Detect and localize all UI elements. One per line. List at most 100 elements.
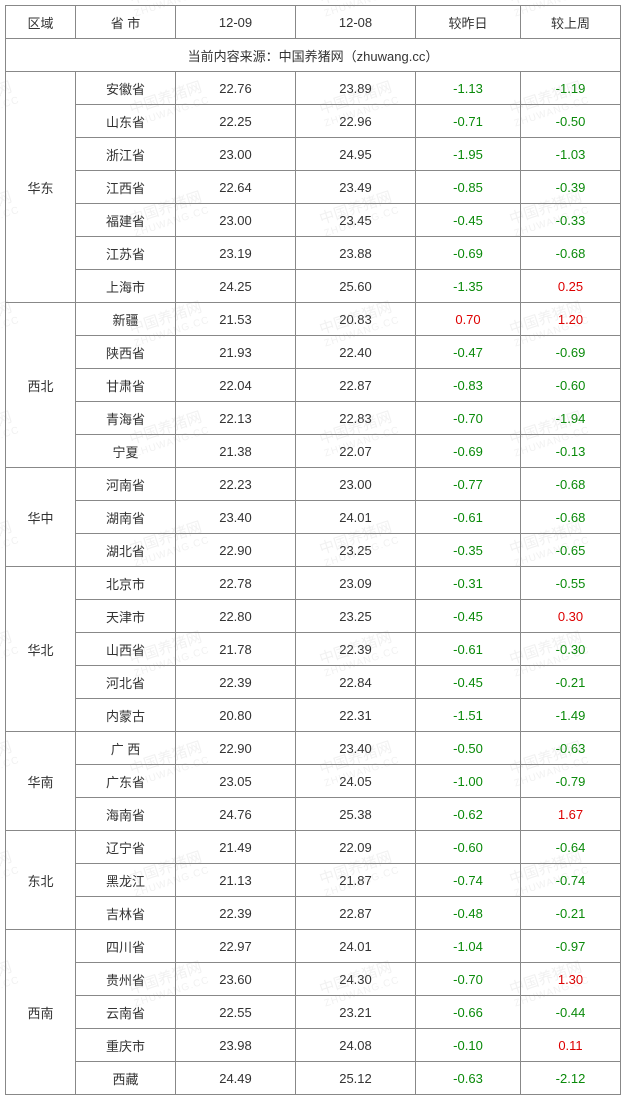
value-date2: 23.45	[296, 204, 416, 237]
table-row: 青海省22.1322.83-0.70-1.94	[6, 402, 621, 435]
delta-day: -0.74	[416, 864, 521, 897]
value-date1: 22.90	[176, 732, 296, 765]
province-cell: 上海市	[76, 270, 176, 303]
province-cell: 河北省	[76, 666, 176, 699]
table-row: 重庆市23.9824.08-0.100.11	[6, 1029, 621, 1062]
province-cell: 黑龙江	[76, 864, 176, 897]
table-head: 区域 省 市 12-09 12-08 较昨日 较上周 当前内容来源：中国养猪网（…	[6, 6, 621, 72]
value-date2: 23.89	[296, 72, 416, 105]
province-cell: 江西省	[76, 171, 176, 204]
province-cell: 内蒙古	[76, 699, 176, 732]
delta-week: -0.68	[521, 468, 621, 501]
province-cell: 辽宁省	[76, 831, 176, 864]
value-date1: 23.00	[176, 138, 296, 171]
delta-day: -0.45	[416, 204, 521, 237]
province-cell: 甘肃省	[76, 369, 176, 402]
value-date1: 22.23	[176, 468, 296, 501]
province-cell: 宁夏	[76, 435, 176, 468]
province-cell: 河南省	[76, 468, 176, 501]
table-row: 华东安徽省22.7623.89-1.13-1.19	[6, 72, 621, 105]
value-date1: 22.39	[176, 897, 296, 930]
delta-day: -1.00	[416, 765, 521, 798]
table-row: 江西省22.6423.49-0.85-0.39	[6, 171, 621, 204]
delta-day: -0.10	[416, 1029, 521, 1062]
table-row: 湖北省22.9023.25-0.35-0.65	[6, 534, 621, 567]
value-date2: 24.30	[296, 963, 416, 996]
value-date2: 22.31	[296, 699, 416, 732]
delta-week: -0.68	[521, 501, 621, 534]
delta-week: 0.25	[521, 270, 621, 303]
region-cell: 华南	[6, 732, 76, 831]
province-cell: 浙江省	[76, 138, 176, 171]
delta-week: -0.39	[521, 171, 621, 204]
delta-day: -0.62	[416, 798, 521, 831]
province-cell: 山东省	[76, 105, 176, 138]
table-row: 内蒙古20.8022.31-1.51-1.49	[6, 699, 621, 732]
delta-week: -0.60	[521, 369, 621, 402]
value-date1: 22.39	[176, 666, 296, 699]
province-cell: 山西省	[76, 633, 176, 666]
delta-week: 0.11	[521, 1029, 621, 1062]
value-date2: 23.09	[296, 567, 416, 600]
table-row: 福建省23.0023.45-0.45-0.33	[6, 204, 621, 237]
delta-week: -0.33	[521, 204, 621, 237]
value-date1: 21.49	[176, 831, 296, 864]
delta-week: -0.97	[521, 930, 621, 963]
delta-week: 1.30	[521, 963, 621, 996]
delta-day: -0.50	[416, 732, 521, 765]
delta-week: -0.74	[521, 864, 621, 897]
region-cell: 华东	[6, 72, 76, 303]
delta-day: -0.45	[416, 666, 521, 699]
province-cell: 福建省	[76, 204, 176, 237]
value-date1: 23.00	[176, 204, 296, 237]
price-table: 区域 省 市 12-09 12-08 较昨日 较上周 当前内容来源：中国养猪网（…	[5, 5, 621, 1095]
region-cell: 东北	[6, 831, 76, 930]
value-date2: 22.87	[296, 897, 416, 930]
delta-week: -0.69	[521, 336, 621, 369]
delta-day: -1.35	[416, 270, 521, 303]
delta-week: -0.50	[521, 105, 621, 138]
province-cell: 海南省	[76, 798, 176, 831]
delta-day: -1.04	[416, 930, 521, 963]
value-date2: 22.84	[296, 666, 416, 699]
col-header-region: 区域	[6, 6, 76, 39]
province-cell: 新疆	[76, 303, 176, 336]
table-row: 黑龙江21.1321.87-0.74-0.74	[6, 864, 621, 897]
value-date1: 21.78	[176, 633, 296, 666]
value-date2: 22.87	[296, 369, 416, 402]
value-date1: 22.78	[176, 567, 296, 600]
value-date2: 22.07	[296, 435, 416, 468]
value-date2: 24.95	[296, 138, 416, 171]
table-row: 云南省22.5523.21-0.66-0.44	[6, 996, 621, 1029]
delta-day: -0.70	[416, 402, 521, 435]
table-row: 山西省21.7822.39-0.61-0.30	[6, 633, 621, 666]
delta-day: -0.61	[416, 501, 521, 534]
value-date1: 21.53	[176, 303, 296, 336]
province-cell: 江苏省	[76, 237, 176, 270]
delta-day: -0.85	[416, 171, 521, 204]
value-date1: 22.80	[176, 600, 296, 633]
delta-day: -0.66	[416, 996, 521, 1029]
delta-day: -0.45	[416, 600, 521, 633]
col-header-date1: 12-09	[176, 6, 296, 39]
province-cell: 重庆市	[76, 1029, 176, 1062]
delta-week: -1.03	[521, 138, 621, 171]
table-row: 海南省24.7625.38-0.621.67	[6, 798, 621, 831]
delta-week: -0.44	[521, 996, 621, 1029]
delta-day: -0.70	[416, 963, 521, 996]
table-row: 华中河南省22.2323.00-0.77-0.68	[6, 468, 621, 501]
value-date1: 22.90	[176, 534, 296, 567]
value-date1: 23.60	[176, 963, 296, 996]
table-row: 西南四川省22.9724.01-1.04-0.97	[6, 930, 621, 963]
delta-day: -0.71	[416, 105, 521, 138]
value-date1: 23.19	[176, 237, 296, 270]
delta-day: -0.69	[416, 435, 521, 468]
delta-week: -0.65	[521, 534, 621, 567]
table-body: 华东安徽省22.7623.89-1.13-1.19山东省22.2522.96-0…	[6, 72, 621, 1095]
delta-day: -0.35	[416, 534, 521, 567]
delta-week: -2.12	[521, 1062, 621, 1095]
delta-day: -0.83	[416, 369, 521, 402]
table-row: 江苏省23.1923.88-0.69-0.68	[6, 237, 621, 270]
delta-week: 1.67	[521, 798, 621, 831]
value-date2: 23.21	[296, 996, 416, 1029]
